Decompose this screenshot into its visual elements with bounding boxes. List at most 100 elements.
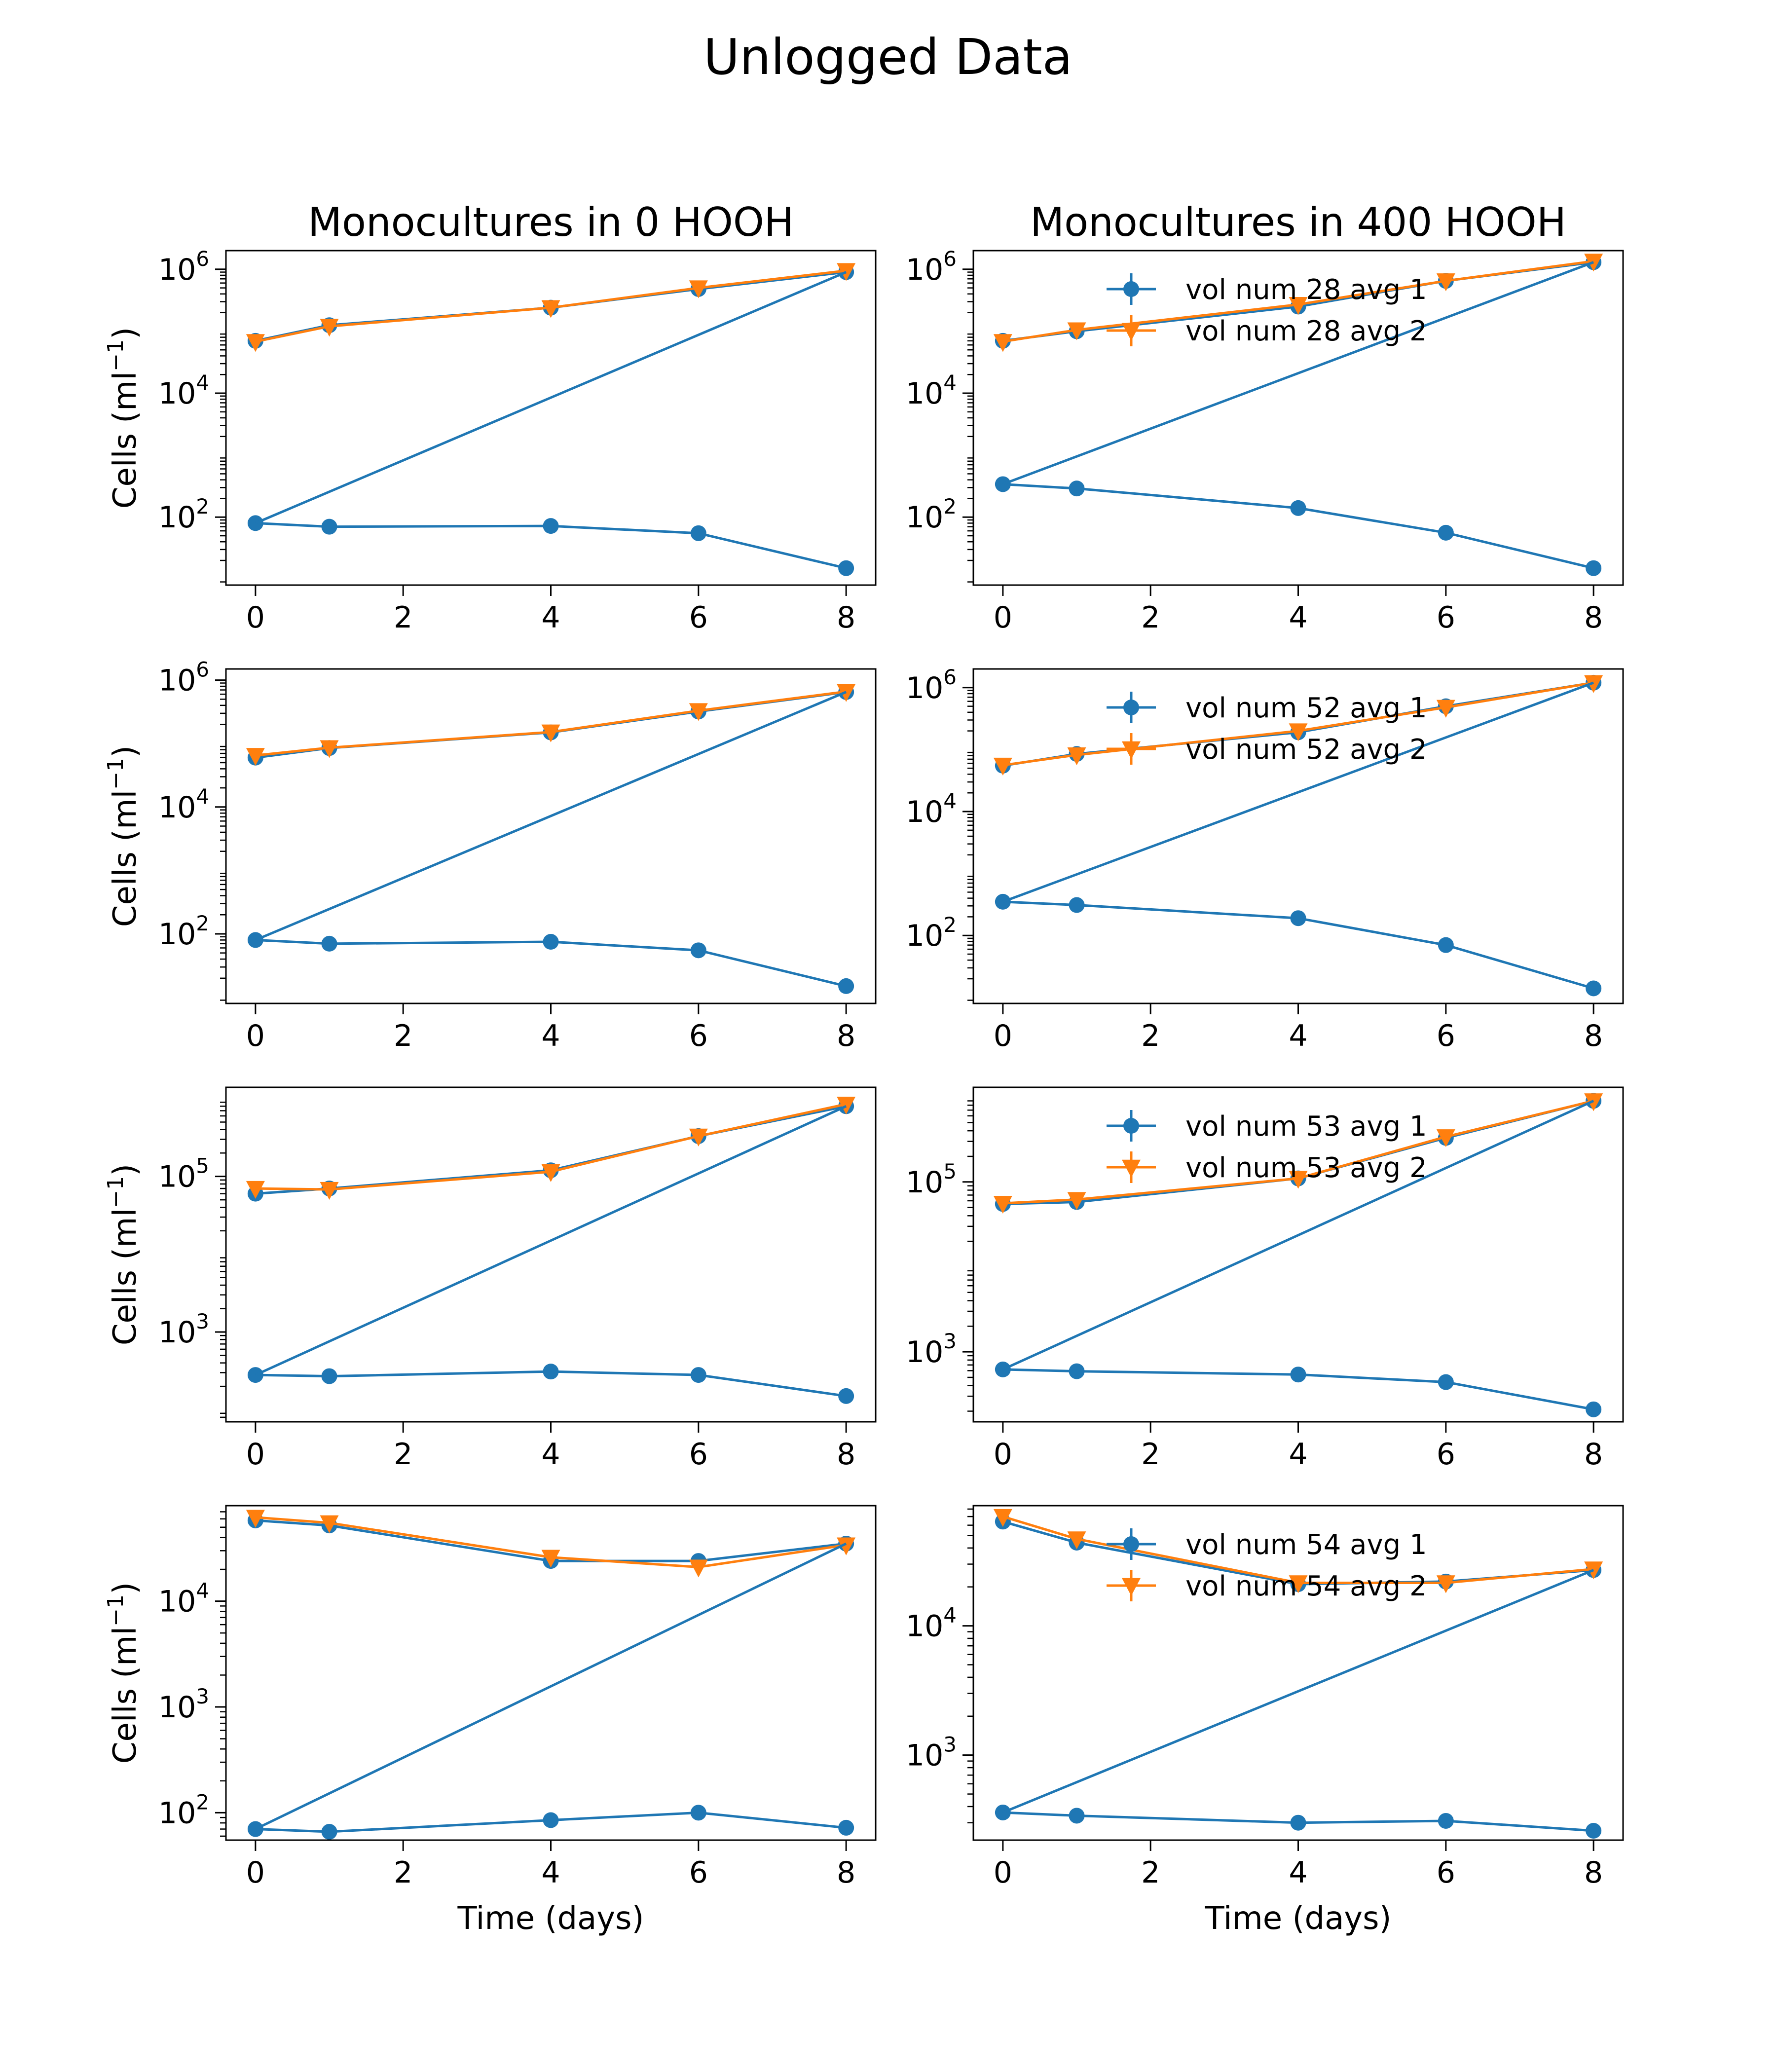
x-tick-label: 2 bbox=[1141, 1019, 1160, 1053]
data-point-avg2 bbox=[246, 334, 265, 352]
x-tick-label: 4 bbox=[1289, 1437, 1307, 1472]
panel-title: Monocultures in 0 HOOH bbox=[308, 199, 794, 245]
data-point-avg2 bbox=[320, 740, 339, 758]
data-point-avg2 bbox=[320, 1182, 339, 1200]
data-point-avg2 bbox=[1067, 747, 1086, 766]
data-point-avg1a bbox=[690, 1367, 706, 1383]
data-point-avg1a bbox=[543, 518, 559, 534]
data-point-avg1a bbox=[543, 1812, 559, 1828]
axes-frame bbox=[972, 250, 1624, 586]
legend-label: vol num 52 avg 1 bbox=[1185, 692, 1427, 724]
data-point-avg1a bbox=[1290, 910, 1306, 926]
y-tick-label: 102 bbox=[906, 913, 957, 953]
legend-label: vol num 53 avg 2 bbox=[1185, 1152, 1427, 1184]
x-tick-label: 2 bbox=[394, 1855, 412, 1890]
data-point-avg2 bbox=[541, 1164, 560, 1183]
legend-marker bbox=[1123, 700, 1139, 715]
x-tick-label: 6 bbox=[689, 1855, 708, 1890]
legend-marker bbox=[1123, 281, 1139, 297]
data-point-avg2 bbox=[1436, 700, 1455, 718]
series-line-wrap bbox=[1002, 1569, 1594, 1814]
x-tick-label: 4 bbox=[1289, 1855, 1307, 1890]
data-point-avg1a bbox=[1586, 980, 1602, 997]
legend: vol num 52 avg 1 vol num 52 avg 2 bbox=[1107, 692, 1427, 766]
x-axis-label: Time (days) bbox=[1205, 1900, 1392, 1937]
x-tick-label: 2 bbox=[1141, 1437, 1160, 1472]
y-axis-label: Cells (ml−1) bbox=[103, 1582, 144, 1764]
x-tick-label: 0 bbox=[994, 1019, 1012, 1053]
legend-marker bbox=[1122, 323, 1141, 341]
x-tick-label: 4 bbox=[541, 1019, 560, 1053]
data-point-avg2 bbox=[1584, 1093, 1603, 1111]
data-point-avg2 bbox=[1067, 1531, 1086, 1550]
legend-label: vol num 54 avg 1 bbox=[1185, 1529, 1427, 1561]
data-point-avg2 bbox=[1289, 1171, 1308, 1189]
data-point-avg1a bbox=[1438, 937, 1454, 953]
data-point-avg2 bbox=[1289, 1575, 1308, 1593]
y-tick-label: 106 bbox=[906, 665, 957, 705]
data-point-avg2 bbox=[541, 724, 560, 742]
series-line-wrap bbox=[255, 271, 847, 524]
data-point-avg2 bbox=[689, 703, 708, 721]
data-point-avg2 bbox=[837, 1537, 856, 1555]
x-tick-label: 4 bbox=[541, 1855, 560, 1890]
data-point-avg1a bbox=[321, 518, 337, 535]
x-tick-label: 6 bbox=[689, 1437, 708, 1472]
data-point-avg1a bbox=[1069, 1363, 1085, 1379]
panel-r4-c1: 102 103 104 0 2 4 6 8 Time (days) Cells (ml−1) bbox=[103, 1505, 877, 1937]
data-point-avg1a bbox=[1586, 1401, 1602, 1417]
data-point-avg1a bbox=[321, 1368, 337, 1384]
legend: vol num 54 avg 1 vol num 54 avg 2 bbox=[1107, 1528, 1427, 1602]
data-point-avg2 bbox=[1436, 273, 1455, 292]
data-point-avg1a bbox=[1586, 1822, 1602, 1839]
data-point-avg1a bbox=[1438, 1374, 1454, 1390]
y-tick-label: 103 bbox=[906, 1733, 957, 1773]
x-tick-label: 6 bbox=[1437, 600, 1455, 635]
panel-r1-c2: 102 104 106 0 2 4 6 8 Monocultures in 400 HOOH vo… bbox=[906, 199, 1624, 635]
legend-marker bbox=[1122, 1159, 1141, 1178]
axes-frame bbox=[225, 668, 877, 1004]
data-point-avg1a bbox=[1438, 524, 1454, 541]
x-tick-label: 0 bbox=[994, 1855, 1012, 1890]
data-point-avg2 bbox=[1289, 723, 1308, 741]
y-tick-label: 105 bbox=[906, 1159, 957, 1200]
data-point-avg2 bbox=[320, 1515, 339, 1533]
x-tick-label: 4 bbox=[541, 1437, 560, 1472]
x-tick-label: 0 bbox=[994, 600, 1012, 635]
x-axis-label: Time (days) bbox=[457, 1900, 644, 1937]
data-point-avg2 bbox=[246, 748, 265, 766]
y-tick-label: 104 bbox=[158, 1579, 209, 1619]
axes-frame bbox=[225, 1086, 877, 1423]
data-point-avg2 bbox=[541, 1550, 560, 1568]
x-tick-label: 4 bbox=[1289, 1019, 1307, 1053]
data-point-avg2 bbox=[1067, 1192, 1086, 1210]
y-axis-label: Cells (ml−1) bbox=[103, 327, 144, 509]
data-point-avg2 bbox=[1436, 1575, 1455, 1593]
axes-frame bbox=[972, 1086, 1624, 1423]
axes-frame bbox=[225, 250, 877, 586]
data-point-avg2 bbox=[1289, 297, 1308, 315]
legend-marker bbox=[1122, 1578, 1141, 1596]
y-tick-label: 104 bbox=[906, 1603, 957, 1644]
y-tick-label: 103 bbox=[906, 1329, 957, 1369]
legend-label: vol num 54 avg 2 bbox=[1185, 1570, 1427, 1602]
data-point-avg2 bbox=[320, 319, 339, 337]
data-point-avg2 bbox=[837, 1096, 856, 1115]
series-line-wrap bbox=[1002, 1100, 1594, 1371]
data-point-avg2 bbox=[993, 757, 1012, 776]
legend-label: vol num 28 avg 1 bbox=[1185, 274, 1427, 306]
y-tick-label: 103 bbox=[158, 1684, 209, 1725]
legend-marker bbox=[1123, 1118, 1139, 1134]
data-point-avg1a bbox=[1290, 1814, 1306, 1831]
figure-title: Unlogged Data bbox=[703, 28, 1073, 86]
x-tick-label: 8 bbox=[1584, 600, 1603, 635]
x-tick-label: 8 bbox=[1584, 1019, 1603, 1053]
series-line-wrap bbox=[1002, 681, 1594, 903]
x-tick-label: 6 bbox=[689, 600, 708, 635]
x-tick-label: 8 bbox=[837, 1437, 855, 1472]
axes-frame bbox=[225, 1505, 877, 1841]
data-point-avg1a bbox=[690, 942, 706, 959]
data-point-avg1a bbox=[543, 1364, 559, 1380]
